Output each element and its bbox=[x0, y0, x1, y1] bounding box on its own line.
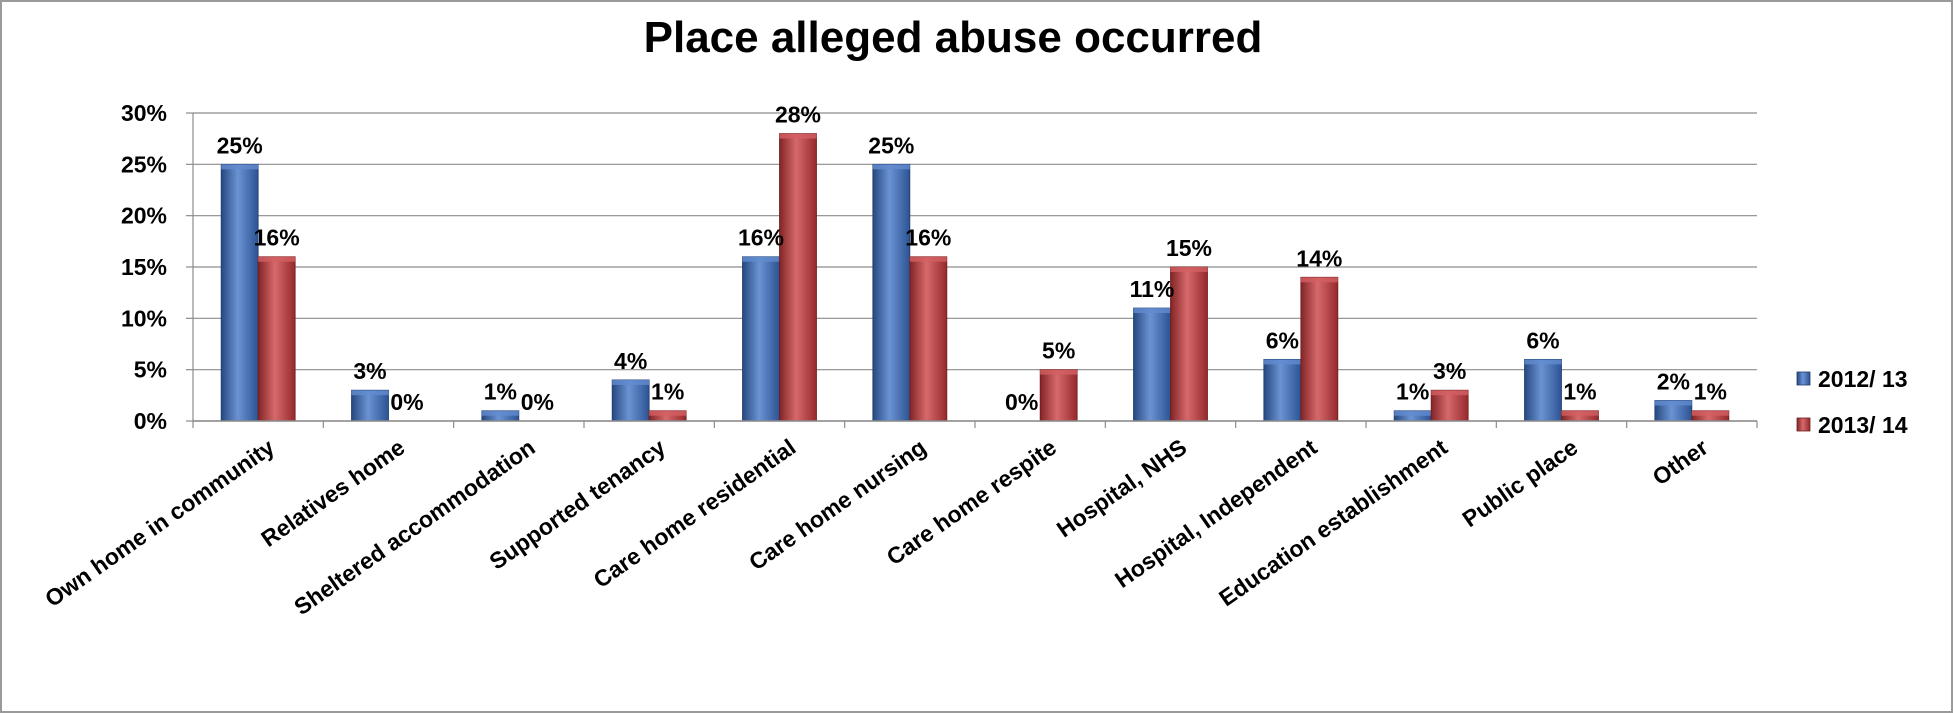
data-label: 28% bbox=[775, 102, 821, 128]
data-label: 16% bbox=[738, 225, 784, 251]
bar-top-highlight bbox=[779, 133, 817, 139]
data-label: 1% bbox=[1694, 379, 1727, 405]
x-category-label: Hospital, NHS bbox=[1052, 434, 1191, 543]
data-label: 2% bbox=[1657, 368, 1690, 394]
data-label: 0% bbox=[390, 389, 423, 415]
bar bbox=[611, 379, 650, 422]
bar bbox=[742, 256, 780, 422]
bar-top-highlight bbox=[612, 379, 650, 385]
bar-top-highlight bbox=[872, 164, 910, 170]
x-category-label: Public place bbox=[1458, 434, 1583, 532]
bar bbox=[220, 163, 259, 422]
bar-top-highlight bbox=[742, 256, 780, 262]
data-label: 1% bbox=[651, 379, 684, 405]
data-label: 25% bbox=[868, 132, 914, 158]
legend-swatch bbox=[1796, 417, 1811, 432]
x-category-label: Sheltered accommodation bbox=[289, 434, 539, 620]
bar-top-highlight bbox=[221, 164, 259, 170]
data-labels: 25%16%3%0% 1% 0%4%1%16%28%25%16%0%5%11%15%… bbox=[217, 102, 1727, 415]
bar bbox=[1170, 266, 1208, 422]
legend: 2012/ 13 2013/ 14 bbox=[1796, 366, 1908, 438]
bar-top-highlight bbox=[351, 390, 389, 396]
bar-top-highlight bbox=[1691, 410, 1729, 416]
y-tick-label: 0% bbox=[134, 408, 167, 434]
bars bbox=[220, 133, 1730, 422]
bar bbox=[779, 133, 817, 422]
chart-title: Place alleged abuse occurred bbox=[644, 13, 1263, 62]
legend-label: 2013/ 14 bbox=[1818, 412, 1908, 438]
bar-top-highlight bbox=[1654, 400, 1692, 406]
legend-label: 2012/ 13 bbox=[1818, 366, 1908, 392]
y-tick-label: 30% bbox=[121, 100, 167, 126]
bar-top-highlight bbox=[1300, 277, 1338, 283]
bar bbox=[257, 256, 296, 422]
data-label: 3% bbox=[353, 358, 386, 384]
data-label: 16% bbox=[254, 225, 300, 251]
data-label: 0% bbox=[1005, 389, 1038, 415]
bar-top-highlight bbox=[1431, 390, 1469, 396]
bar-top-highlight bbox=[1263, 359, 1301, 365]
bar bbox=[1133, 307, 1171, 422]
data-label: 6% bbox=[1526, 327, 1559, 353]
data-label: 15% bbox=[1166, 235, 1212, 261]
data-label: 1% bbox=[1563, 379, 1596, 405]
y-tick-label: 10% bbox=[121, 305, 167, 331]
bar bbox=[1263, 358, 1302, 422]
bar-top-highlight bbox=[1133, 308, 1171, 314]
bar bbox=[1524, 358, 1562, 422]
bar-top-highlight bbox=[649, 410, 687, 416]
bar-top-highlight bbox=[909, 256, 947, 262]
y-tick-label: 5% bbox=[134, 357, 167, 383]
y-axis: 0% 5% 10% 15% 20% 25% 30% bbox=[121, 100, 194, 434]
bar bbox=[872, 163, 911, 422]
bar-top-highlight bbox=[258, 256, 296, 262]
bar-top-highlight bbox=[1394, 410, 1432, 416]
bar bbox=[909, 256, 948, 422]
bar-top-highlight bbox=[1524, 359, 1562, 365]
bar bbox=[1430, 389, 1469, 422]
data-label: 16% bbox=[905, 225, 951, 251]
data-label: 25% bbox=[217, 132, 263, 158]
data-label: 14% bbox=[1296, 245, 1342, 271]
x-category-label: Education establishment bbox=[1214, 434, 1452, 612]
data-label: 3% bbox=[1433, 358, 1466, 384]
bar bbox=[1300, 276, 1339, 422]
x-category-label: Other bbox=[1648, 434, 1713, 491]
x-category-label: Own home in community bbox=[40, 434, 279, 612]
data-label: 6% bbox=[1266, 327, 1299, 353]
bar bbox=[1039, 369, 1078, 422]
y-tick-label: 20% bbox=[121, 203, 167, 229]
data-label: 11% bbox=[1130, 276, 1175, 302]
bar-top-highlight bbox=[481, 410, 519, 416]
bar-top-highlight bbox=[1040, 369, 1078, 375]
y-tick-label: 15% bbox=[121, 254, 167, 280]
bar-top-highlight bbox=[1561, 410, 1599, 416]
gridlines bbox=[193, 112, 1757, 422]
data-label: 1% bbox=[1396, 379, 1429, 405]
y-tick-label: 25% bbox=[121, 151, 167, 177]
data-label: 0% bbox=[521, 389, 554, 415]
legend-swatch bbox=[1796, 371, 1811, 386]
data-label: 5% bbox=[1042, 338, 1075, 364]
bar-top-highlight bbox=[1170, 267, 1208, 272]
data-label: 4% bbox=[614, 348, 647, 374]
data-label: 1% bbox=[484, 379, 517, 405]
